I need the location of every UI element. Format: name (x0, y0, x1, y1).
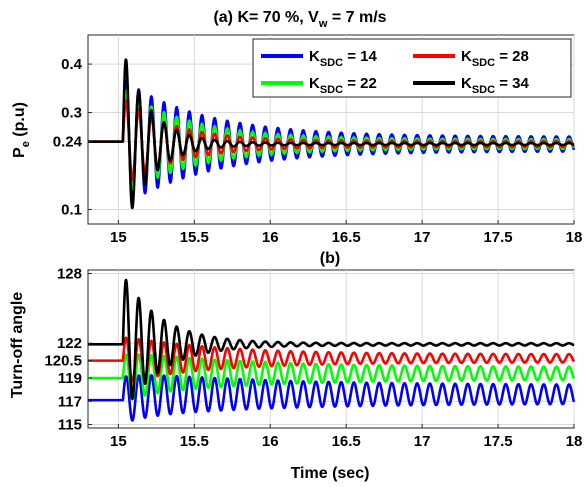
y-tick-label: 115 (58, 417, 82, 434)
series-line-ksdc-28 (86, 336, 576, 383)
x-tick-label: 15.5 (180, 229, 209, 246)
x-tick-label: 18 (566, 229, 583, 246)
x-tick-label: 17.5 (483, 229, 512, 246)
x-tick-label: 17 (414, 229, 431, 246)
legend-label-ksdc-22: KSDC = 22 (309, 75, 377, 96)
series-line-ksdc-34 (86, 58, 576, 210)
legend: KSDC = 14 KSDC = 28 KSDC = 22 KSDC = 34 (252, 38, 572, 98)
y-tick-label: 120.5 (44, 353, 82, 370)
panel-b-y-axis-label: Turn-off angle (9, 292, 26, 398)
x-tick-label: 16 (262, 229, 279, 246)
x-tick-label: 16.5 (332, 433, 361, 450)
legend-label-ksdc-14: KSDC = 14 (309, 48, 378, 69)
panel-a-y-ticks: 0.1 0.24 0.3 0.4 (53, 56, 92, 218)
y-tick-label: 0.1 (61, 201, 82, 218)
y-tick-label: 128 (57, 265, 82, 282)
y-tick-label: 0.3 (61, 105, 82, 122)
panel-a-y-axis-label: Pe (p.u) (11, 102, 32, 158)
panel-b-x-ticks: 15 15.5 16 16.5 17 17.5 18 (110, 424, 582, 450)
panel-b-series (86, 278, 576, 422)
series-line-ksdc-34 (86, 278, 576, 401)
panel-b: (b) 15 15.5 16 16.5 17 17.5 18 115117119120.51… (9, 250, 582, 482)
legend-label-ksdc-28: KSDC = 28 (461, 48, 529, 69)
legend-box (252, 38, 572, 98)
x-tick-label: 16.5 (332, 229, 361, 246)
series-line-ksdc-22 (86, 353, 576, 400)
panel-b-title: (b) (320, 250, 340, 267)
y-tick-label: 0.24 (53, 134, 83, 151)
x-tick-label: 15 (110, 433, 127, 450)
x-tick-label: 16 (262, 433, 279, 450)
panel-a: (a) K= 70 %, Vw = 7 m/s 15 15.5 16 16.5 17 17… (11, 9, 582, 246)
y-tick-label: 119 (58, 370, 82, 387)
series-line-ksdc-14 (86, 374, 576, 422)
y-tick-label: 122 (57, 335, 82, 352)
legend-label-ksdc-34: KSDC = 34 (461, 75, 530, 96)
panel-a-title: (a) K= 70 %, Vw = 7 m/s (213, 9, 386, 30)
x-tick-label: 18 (566, 433, 583, 450)
x-tick-label: 15 (110, 229, 127, 246)
panel-a-x-ticks: 15 15.5 16 16.5 17 17.5 18 (110, 220, 582, 246)
x-axis-label: Time (sec) (291, 465, 370, 482)
y-tick-label: 0.4 (61, 56, 83, 73)
x-tick-label: 15.5 (180, 433, 209, 450)
y-tick-label: 117 (58, 393, 82, 410)
panel-a-series (86, 58, 576, 210)
x-tick-label: 17.5 (483, 433, 512, 450)
x-tick-label: 17 (414, 433, 431, 450)
